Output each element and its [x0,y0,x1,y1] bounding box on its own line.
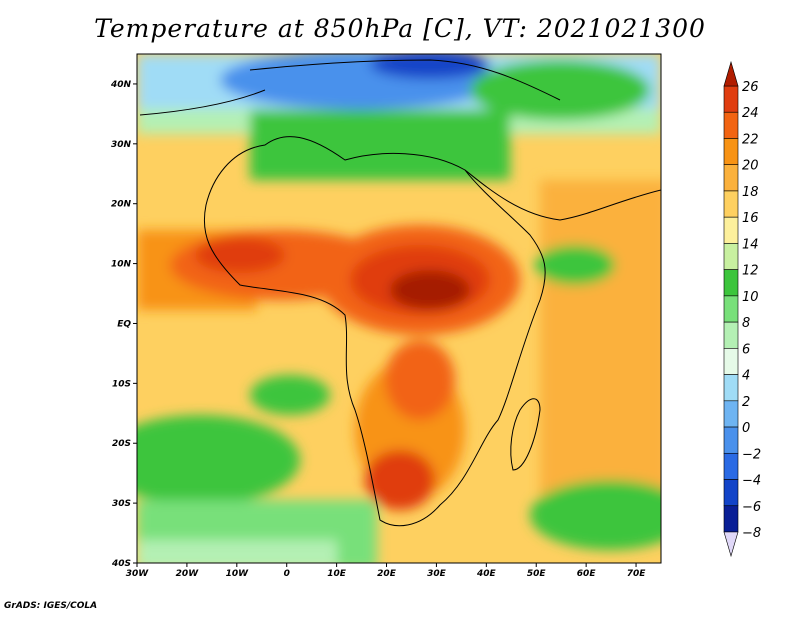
south-atlantic-cool [137,415,300,505]
colorbar-label: 18 [742,185,759,200]
lon-tick-label: 10W [226,569,250,579]
colorbar-top-arrow [723,60,739,87]
colorbar-label: −6 [742,500,761,515]
colorbar-segment [723,374,739,402]
lon-tick-label: 30W [126,569,150,579]
colorbar-label: 0 [742,421,750,436]
colorbar-segment [723,243,739,270]
colorbar-label: 16 [742,211,759,226]
colorbar-segment [723,164,739,192]
colorbar-segment [723,348,739,375]
colorbar-label: 8 [742,316,750,331]
lat-tick-label: 10N [111,260,132,270]
colorbar-bottom-arrow [723,531,739,558]
lat-tick-label: 10S [112,379,131,389]
lon-tick-label: 10E [327,569,347,579]
europe-coast [139,59,561,116]
lon-tick-label: 20E [377,569,397,579]
colorbar-segment [723,111,739,139]
colorbar-label: −4 [742,474,761,489]
colorbar-segment [723,321,739,349]
lat-tick-label: 40N [110,80,132,90]
colorbar-segment [723,190,739,218]
lat-tick-label: 30S [112,499,131,509]
lon-tick-label: 0 [284,569,290,579]
colorbar-label: −2 [742,447,761,462]
colorbar-segment [723,216,739,244]
colorbar-segment [723,400,739,428]
colorbar-label: 12 [742,264,759,279]
colorbar-label: 10 [742,290,759,305]
colorbar-segment [723,85,739,113]
africa-coast [203,136,546,527]
lon-tick-label: 40E [476,569,497,579]
colorbar-segment [723,452,739,480]
colorbar-segment [723,295,739,323]
lat-tick-label: 30N [111,140,132,150]
colorbar-label: 26 [742,80,759,95]
colorbar-label: 14 [742,237,759,252]
colorbar-label: 22 [742,132,759,147]
indian-ocean-warm [540,180,661,510]
arabia-coast [464,169,661,221]
longitude-ticks: 30W 20W 10W 0 10E 20E 30E 40E 50E 60E 70E [126,563,646,579]
map-title: Temperature at 850hPa [C], VT: 202102130… [94,14,706,43]
colorbar-label: 4 [742,369,750,384]
lat-tick-label: EQ [117,319,131,329]
map-frame [136,53,662,564]
lon-tick-label: 50E [527,569,547,579]
lon-tick-label: 60E [577,569,597,579]
lon-tick-label: 70E [627,569,647,579]
colorbar-label: 20 [742,159,759,174]
grads-credit: GrADS: IGES/COLA [4,601,98,611]
latitude-ticks: 40N 30N 20N 10N EQ 10S 20S 30S 40S [110,80,137,569]
colorbar-label: 2 [742,395,750,410]
lat-tick-label: 20S [112,439,131,449]
lat-tick-label: 20N [111,200,132,210]
colorbar-segment [723,269,739,297]
temperature-field [137,54,661,563]
lon-tick-label: 20W [176,569,200,579]
colorbar-segment [723,426,739,454]
colorbar-segment [723,479,739,507]
colorbar-label: 6 [742,342,750,357]
coastline-outline [139,59,661,527]
lon-tick-label: 30E [427,569,447,579]
colorbar-label: −8 [742,526,761,541]
lat-tick-label: 40S [111,559,131,569]
colorbar-label: 24 [742,106,759,121]
colorbar-segment [723,138,739,166]
madagascar-coast [510,398,541,471]
colorbar-segment [723,505,739,533]
